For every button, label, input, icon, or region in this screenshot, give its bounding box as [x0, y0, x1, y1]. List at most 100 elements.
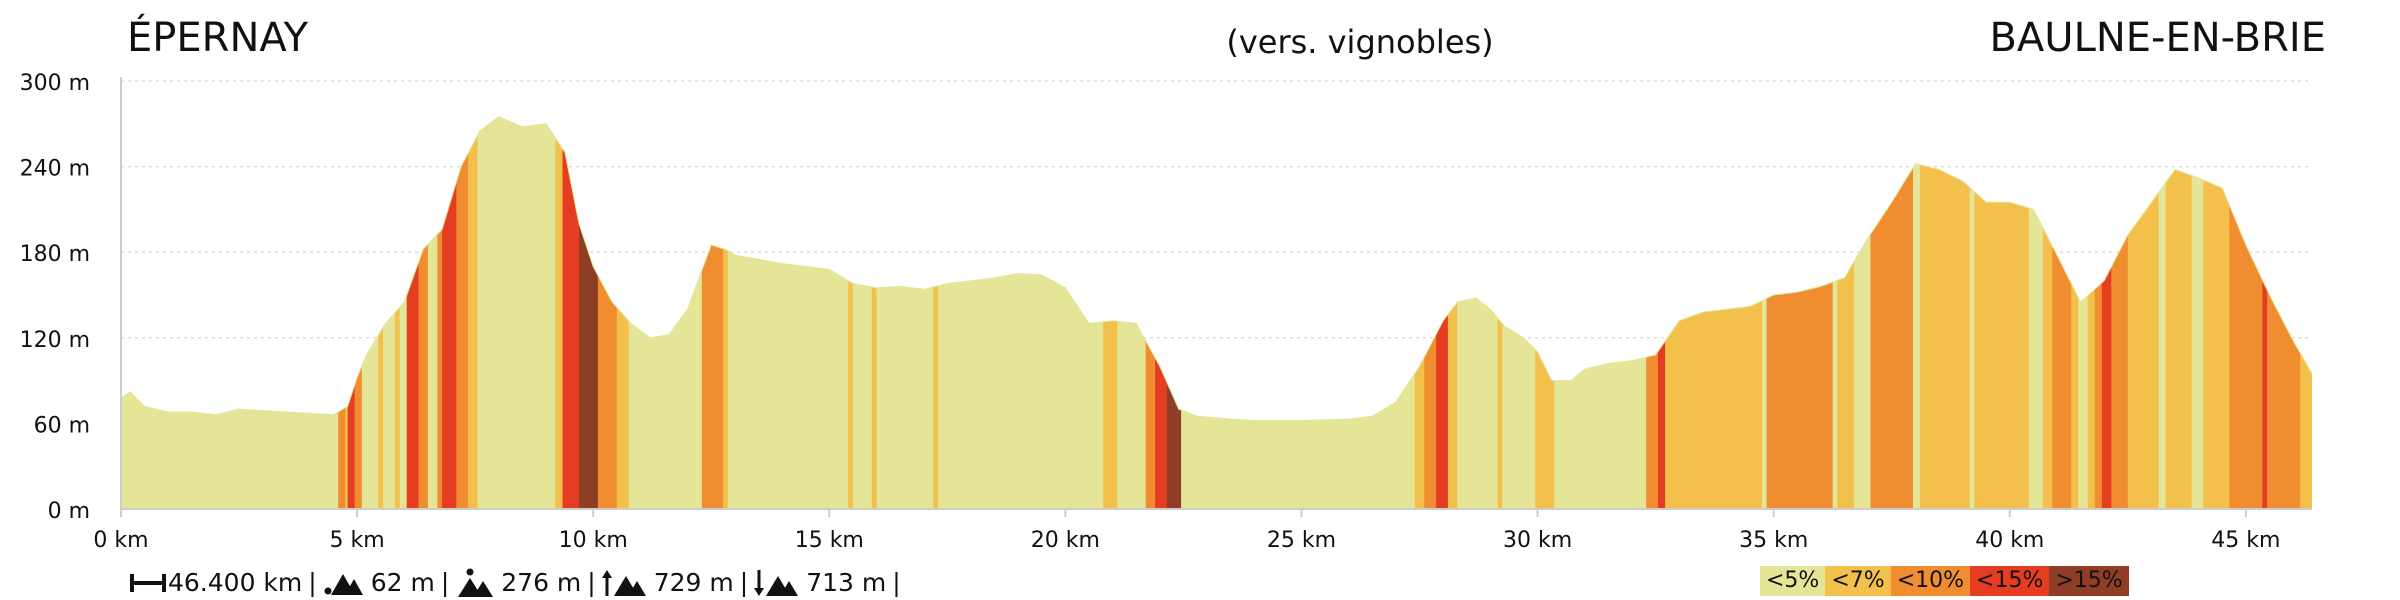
gradient-band: [354, 116, 363, 509]
gradient-band: [1854, 116, 1872, 509]
gradient-band: [2111, 116, 2129, 509]
gradient-band: [1837, 116, 1855, 509]
legend-swatch-lt5: <5%: [1760, 566, 1826, 596]
gradient-band: [456, 116, 469, 509]
x-tick-label: 20 km: [1031, 528, 1100, 553]
gradient-band: [579, 116, 599, 509]
gradient-band: [2158, 116, 2167, 509]
x-tick-label: 5 km: [330, 528, 385, 553]
gradient-band: [1535, 116, 1555, 509]
x-axis-ticks: 0 km 5 km 10 km 15 km 20 km 25 km 30 km 35 km 40…: [93, 509, 2280, 553]
distance-icon: [130, 574, 166, 592]
gradient-band: [933, 116, 939, 509]
y-tick-label: 60 m: [34, 413, 90, 438]
gradient-band: [616, 116, 630, 509]
gradient-band: [338, 116, 346, 509]
min-altitude-icon: [324, 574, 363, 595]
gradient-band: [2127, 116, 2160, 509]
gradient-bands: [121, 116, 2312, 509]
route-stats: 46.400 km | 62 m | 276 m | 729 m | 713 m…: [128, 568, 907, 598]
gradient-band: [2165, 116, 2193, 509]
gradient-band: [418, 116, 429, 509]
gradient-band: [1832, 116, 1838, 509]
gradient-band: [1658, 116, 1666, 509]
gradient-band: [1766, 116, 1834, 509]
gradient-band: [442, 116, 457, 509]
descent-value: 713 m: [806, 568, 887, 597]
descent-icon: [754, 570, 799, 596]
x-tick-label: 15 km: [795, 528, 864, 553]
ascent-value: 729 m: [653, 568, 734, 597]
gradient-band: [1761, 116, 1768, 509]
gradient-band: [1436, 116, 1449, 509]
legend-swatch-gt15: >15%: [2049, 566, 2129, 596]
gradient-band: [1181, 116, 1416, 509]
gradient-band: [2078, 116, 2089, 509]
gradient-band: [121, 116, 339, 509]
x-tick-label: 30 km: [1503, 528, 1572, 553]
y-tick-label: 0 m: [48, 499, 90, 524]
gradient-band: [1502, 116, 1536, 509]
x-tick-label: 35 km: [1739, 528, 1808, 553]
gradient-band: [848, 116, 854, 509]
gradient-band: [437, 116, 443, 509]
gradient-band: [937, 116, 1104, 509]
elevation-area-outline: [120, 116, 2313, 421]
gradient-band: [628, 116, 703, 509]
x-tick-label: 10 km: [559, 528, 628, 553]
gradient-band: [1414, 116, 1425, 509]
gradient-band: [871, 116, 878, 509]
y-axis-ticks: 0 m 60 m 120 m 180 m 240 m 300 m: [20, 71, 90, 524]
route-note-label: (vers. vignobles): [1226, 23, 1494, 61]
gradient-band: [1497, 116, 1503, 509]
y-tick-label: 180 m: [20, 242, 90, 267]
y-tick-label: 240 m: [20, 157, 90, 182]
axes: [120, 77, 2312, 510]
gradient-band: [2052, 116, 2072, 509]
y-tick-label: 300 m: [20, 71, 90, 96]
gradient-band: [2191, 116, 2204, 509]
gradient-band: [2300, 116, 2312, 509]
gradient-band: [562, 116, 580, 509]
gradient-band: [701, 116, 724, 509]
gradient-band: [727, 116, 849, 509]
gradient-band: [1424, 116, 1437, 509]
max-altitude-icon: [458, 568, 494, 597]
gradient-band: [1117, 116, 1147, 509]
gradient-band: [2094, 116, 2103, 509]
gradient-band: [2101, 116, 2112, 509]
gradient-band: [723, 116, 729, 509]
x-tick-label: 0 km: [93, 528, 148, 553]
gradient-band: [427, 116, 438, 509]
gradient-band: [1103, 116, 1118, 509]
gradient-band: [1166, 116, 1182, 509]
end-location-label: BAULNE-EN-BRIE: [1989, 15, 2326, 61]
gradient-band: [1974, 116, 2030, 509]
gradient-band: [477, 116, 556, 509]
gradient-band: [2042, 116, 2053, 509]
gradient-band: [1913, 116, 1921, 509]
gradient-band: [378, 116, 384, 509]
gradient-band: [2028, 116, 2044, 509]
legend-swatch-lt10: <10%: [1890, 566, 1971, 596]
stats-separator: |: [587, 568, 596, 597]
gradient-band: [2229, 116, 2264, 509]
gradient-band: [1155, 116, 1168, 509]
gradient-band: [1447, 116, 1458, 509]
x-tick-label: 45 km: [2211, 528, 2280, 553]
max-altitude-value: 276 m: [501, 568, 582, 597]
gradient-band: [852, 116, 873, 509]
stats-separator: |: [739, 568, 749, 597]
distance-value: 46.400 km: [168, 568, 303, 597]
gradient-band: [597, 116, 618, 509]
legend-swatch-lt15: <15%: [1970, 566, 2050, 596]
gradient-band: [1870, 116, 1914, 509]
x-tick-label: 40 km: [1975, 528, 2044, 553]
stats-separator: |: [440, 568, 450, 597]
gradient-band: [1646, 116, 1659, 509]
gradient-legend: <5% <7% <10% <15% >15%: [1760, 566, 2129, 596]
ascent-icon: [601, 570, 646, 596]
gradient-band: [394, 116, 401, 509]
gradient-band: [399, 116, 408, 509]
